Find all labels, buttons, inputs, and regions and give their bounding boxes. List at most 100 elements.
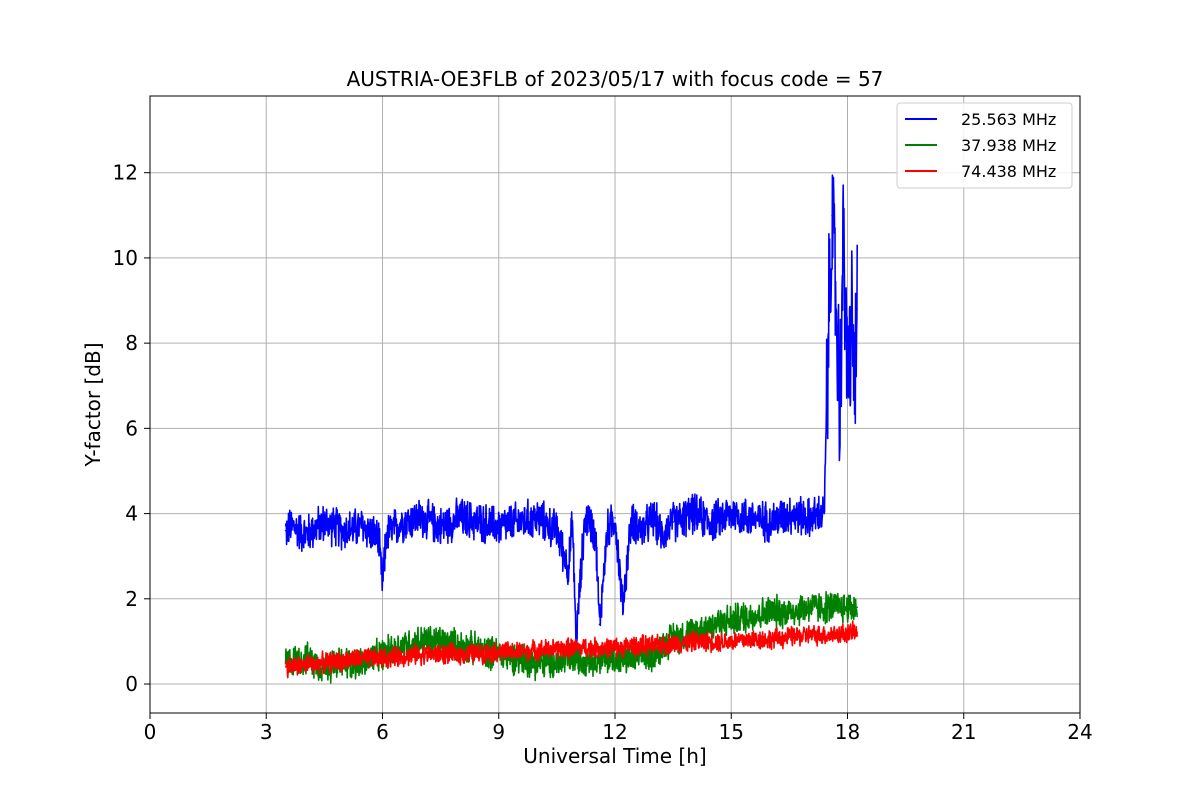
series-point [749,638,752,641]
series-point [497,651,500,653]
series-point [517,521,519,523]
series-point [556,648,558,650]
series-point [594,647,597,649]
series-point [672,521,674,523]
series-point [401,521,403,523]
series-point [362,661,364,664]
y-axis-label: Y-factor [dB] [81,342,105,467]
series-point [497,525,500,528]
series-point [691,640,694,643]
series-point [641,529,643,532]
legend: 25.563 MHz 37.938 MHz 74.438 MHz [896,102,1073,189]
series-point [292,525,295,528]
series-point [439,653,442,655]
grid-lines [149,96,1081,713]
series-point [807,606,810,609]
series-point [304,664,306,666]
series-point [807,517,810,519]
series-line [284,174,858,646]
series-point [381,585,384,587]
x-tick-label: 24 [1067,720,1092,744]
series-point [284,666,287,668]
series-point [652,644,655,647]
series-point [420,517,423,519]
series-point [598,623,601,626]
series-point [672,642,674,645]
series-point [846,632,849,634]
series-point [711,521,713,523]
series-point [381,657,384,660]
series-point [323,661,326,664]
series-point [711,623,713,626]
x-tick-label: 6 [376,720,389,744]
series-point [614,647,616,649]
series-point [835,299,837,302]
series-point [459,517,461,519]
x-axis-label: Universal Time [h] [523,744,706,768]
series-point [749,517,752,519]
series-point [788,512,791,515]
y-tick-label: 2 [125,587,138,611]
series-point [629,525,632,528]
series-point [827,342,829,344]
series-point [633,644,636,647]
series-point [831,214,833,217]
plot-area [284,174,858,684]
y-tick-label: 12 [113,161,138,185]
series-point [517,651,519,653]
series-point [660,534,663,536]
series-point [683,517,686,519]
x-tick-label: 9 [492,720,505,744]
series-point [536,649,539,651]
series-point [478,521,481,523]
series-point [556,529,558,532]
series-point [439,640,442,643]
series-point [842,235,845,238]
x-axis-ticks: 0 3 6 9 12 15 18 21 24 [144,713,1093,744]
y-tick-label: 0 [125,672,138,696]
x-tick-label: 21 [951,720,976,744]
series-point [614,657,616,660]
series-point [856,606,858,609]
series-point [827,606,829,609]
series-point [807,634,810,636]
y-axis-ticks: 0 2 4 6 8 10 12 [113,161,150,696]
series-point [575,647,578,649]
series-point [567,568,570,570]
series-point [823,512,826,515]
series-point [377,538,380,540]
series-point [459,644,461,647]
series-point [652,653,655,655]
legend-box [896,102,1073,189]
series-point [730,640,733,643]
series-point [420,640,423,643]
series-point [478,652,481,655]
series-point [342,659,345,662]
series-point [385,534,388,536]
series-point [730,619,733,621]
series-point [536,517,539,519]
series-point [621,606,624,609]
series-point [711,640,713,643]
series-point [788,636,791,638]
series-point [556,661,558,664]
series-point [587,517,589,519]
series-point [769,610,771,613]
series-point [614,517,616,519]
series-point [594,534,597,536]
y-tick-label: 6 [125,416,138,440]
series-point [575,657,578,660]
series-point [769,638,771,641]
y-tick-label: 4 [125,502,138,526]
series-point [846,606,849,609]
series-point [459,653,461,655]
x-tick-label: 0 [144,720,157,744]
series-point [362,525,364,528]
series-point [342,529,345,532]
series-point [633,521,636,523]
legend-entry-label: 25.563 MHz [961,110,1056,129]
series-point [571,521,574,523]
series-point [838,406,841,408]
series-point [304,657,306,660]
